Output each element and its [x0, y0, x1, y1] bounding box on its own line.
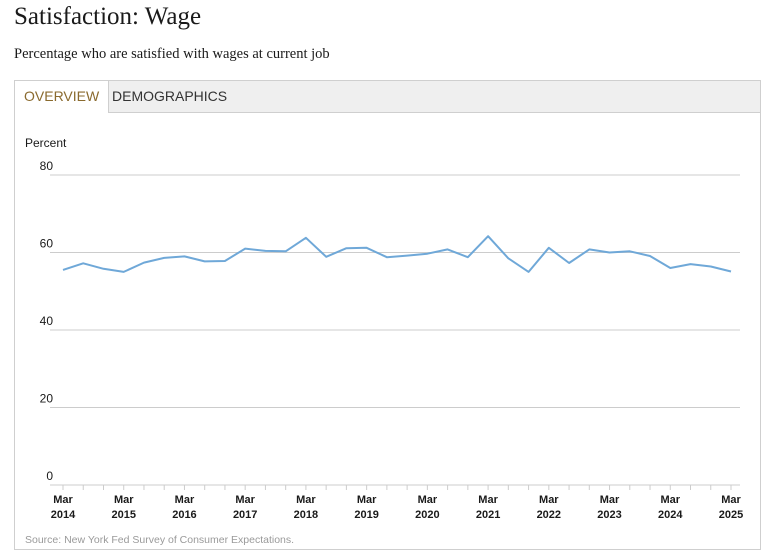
x-tick-label-year: 2024	[658, 509, 683, 521]
x-tick-label-year: 2022	[537, 509, 561, 521]
x-tick-label-year: 2017	[233, 509, 257, 521]
x-tick-label-year: 2016	[172, 509, 196, 521]
x-tick-label-year: 2021	[476, 509, 500, 521]
source-note: Source: New York Fed Survey of Consumer …	[25, 534, 295, 546]
x-tick-label-month: Mar	[418, 494, 438, 506]
x-tick-label-month: Mar	[296, 494, 316, 506]
x-tick-label-month: Mar	[478, 494, 498, 506]
chart-panel: OVERVIEW DEMOGRAPHICS Percent 0 20 40 60 80 …	[14, 80, 761, 550]
y-tick-label: 40	[40, 314, 54, 328]
y-tick-label: 80	[40, 159, 54, 173]
x-tick-label-year: 2023	[597, 509, 621, 521]
page-title: Satisfaction: Wage	[14, 3, 202, 30]
x-tick-label-year: 2025	[719, 509, 743, 521]
x-tick-label-year: 2020	[415, 509, 439, 521]
y-tick-label: 20	[40, 392, 54, 406]
x-tick-label-month: Mar	[539, 494, 559, 506]
x-tick-label-month: Mar	[53, 494, 73, 506]
x-tick-layer: Mar 2014 Mar 2015 Mar 2016 Mar 2017 Mar 2018 Mar 20…	[51, 485, 743, 521]
x-tick-label-month: Mar	[600, 494, 620, 506]
x-tick-label-month: Mar	[235, 494, 255, 506]
tab-demographics[interactable]: DEMOGRAPHICS	[112, 88, 228, 104]
y-axis-label: Percent	[25, 136, 67, 150]
series-line	[62, 235, 732, 273]
x-tick-label-year: 2015	[111, 509, 135, 521]
x-tick-label-year: 2014	[51, 509, 76, 521]
y-tick-label: 60	[40, 237, 54, 251]
x-tick-label-month: Mar	[721, 494, 741, 506]
page-subtitle: Percentage who are satisfied with wages …	[14, 46, 330, 62]
y-tick-label: 0	[46, 469, 53, 483]
x-tick-label-year: 2019	[354, 509, 378, 521]
x-tick-label-month: Mar	[175, 494, 195, 506]
tab-overview[interactable]: OVERVIEW	[15, 81, 110, 113]
grid-layer: 0 20 40 60 80	[40, 159, 740, 486]
series-layer	[62, 235, 732, 273]
x-tick-label-month: Mar	[660, 494, 680, 506]
x-tick-label-month: Mar	[357, 494, 377, 506]
x-tick-label-year: 2018	[294, 509, 318, 521]
tab-bar: OVERVIEW DEMOGRAPHICS	[15, 81, 760, 113]
x-tick-label-month: Mar	[114, 494, 134, 506]
